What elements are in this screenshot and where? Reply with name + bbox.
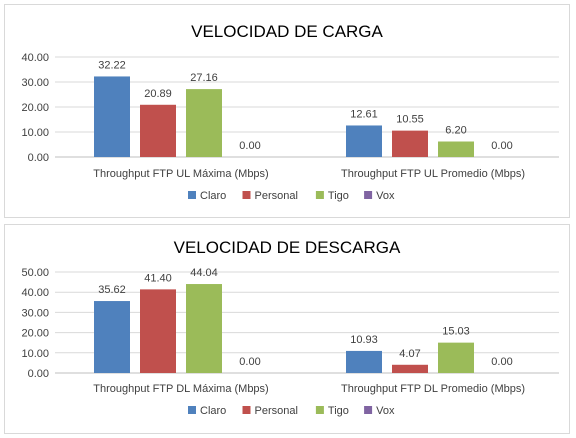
data-label: 12.61: [350, 108, 378, 120]
bar-claro: [346, 350, 382, 373]
chart-title: VELOCIDAD DE DESCARGA: [174, 238, 401, 257]
data-label: 10.93: [350, 334, 378, 346]
y-tick-label: 10.00: [21, 127, 49, 139]
category-label: Throughput FTP DL Promedio (Mbps): [341, 383, 525, 395]
bar-personal: [392, 364, 428, 373]
category-label: Throughput FTP UL Promedio (Mbps): [341, 168, 525, 180]
y-tick-label: 20.00: [21, 102, 49, 114]
upload-speed-chart-panel: VELOCIDAD DE CARGA 0.00 10.00 20.00 30.00 40.…: [4, 4, 570, 218]
legend-swatch: [364, 191, 373, 199]
category-label: Throughput FTP DL Máxima (Mbps): [93, 383, 268, 395]
download-speed-chart-panel: VELOCIDAD DE DESCARGA 0.00 10.00 20.00 30.00…: [4, 224, 570, 434]
bar-claro: [94, 301, 130, 373]
bar-claro: [346, 125, 382, 157]
bar-tigo: [438, 342, 474, 373]
y-tick-label: 40.00: [21, 52, 49, 64]
bar-personal: [392, 130, 428, 157]
legend-label: Vox: [376, 190, 395, 202]
y-tick-label: 30.00: [21, 307, 49, 319]
y-tick-label: 20.00: [21, 328, 49, 340]
upload-speed-chart: VELOCIDAD DE CARGA 0.00 10.00 20.00 30.00 40.…: [21, 22, 559, 202]
data-label: 44.04: [190, 267, 218, 279]
category-label: Throughput FTP UL Máxima (Mbps): [93, 168, 268, 180]
legend-swatch: [242, 406, 251, 414]
legend-label: Claro: [200, 405, 226, 417]
download-speed-chart: VELOCIDAD DE DESCARGA 0.00 10.00 20.00 30.00…: [21, 238, 559, 417]
y-tick-label: 40.00: [21, 287, 49, 299]
legend-swatch: [242, 191, 251, 199]
data-label: 15.03: [442, 326, 470, 338]
data-label: 0.00: [239, 356, 260, 368]
data-label: 35.62: [98, 284, 126, 296]
data-label: 0.00: [491, 140, 512, 152]
legend-label: Personal: [255, 190, 298, 202]
data-label: 10.55: [396, 114, 424, 126]
legend-swatch: [188, 406, 196, 414]
bar-tigo: [186, 284, 222, 373]
data-label: 27.16: [190, 72, 218, 84]
y-tick-label: 0.00: [28, 152, 49, 164]
legend-swatch: [364, 406, 373, 414]
y-tick-label: 10.00: [21, 348, 49, 360]
legend-swatch: [188, 191, 196, 199]
legend-label: Tigo: [328, 190, 349, 202]
data-label: 6.20: [445, 125, 466, 137]
legend-label: Claro: [200, 190, 226, 202]
legend-label: Tigo: [328, 405, 349, 417]
chart-title: VELOCIDAD DE CARGA: [191, 22, 383, 41]
legend-swatch: [315, 191, 324, 199]
y-tick-label: 30.00: [21, 77, 49, 89]
bar-tigo: [186, 89, 222, 157]
data-label: 41.40: [144, 272, 172, 284]
bar-tigo: [438, 141, 474, 157]
bar-personal: [140, 289, 176, 373]
bar-claro: [94, 76, 130, 157]
legend-label: Personal: [255, 405, 298, 417]
data-label: 0.00: [491, 356, 512, 368]
legend-label: Vox: [376, 405, 395, 417]
y-tick-label: 50.00: [21, 267, 49, 279]
data-label: 32.22: [98, 59, 126, 71]
legend-swatch: [315, 406, 324, 414]
data-label: 4.07: [399, 348, 420, 360]
y-tick-label: 0.00: [28, 368, 49, 380]
data-label: 0.00: [239, 140, 260, 152]
data-label: 20.89: [144, 88, 172, 100]
bar-personal: [140, 104, 176, 157]
